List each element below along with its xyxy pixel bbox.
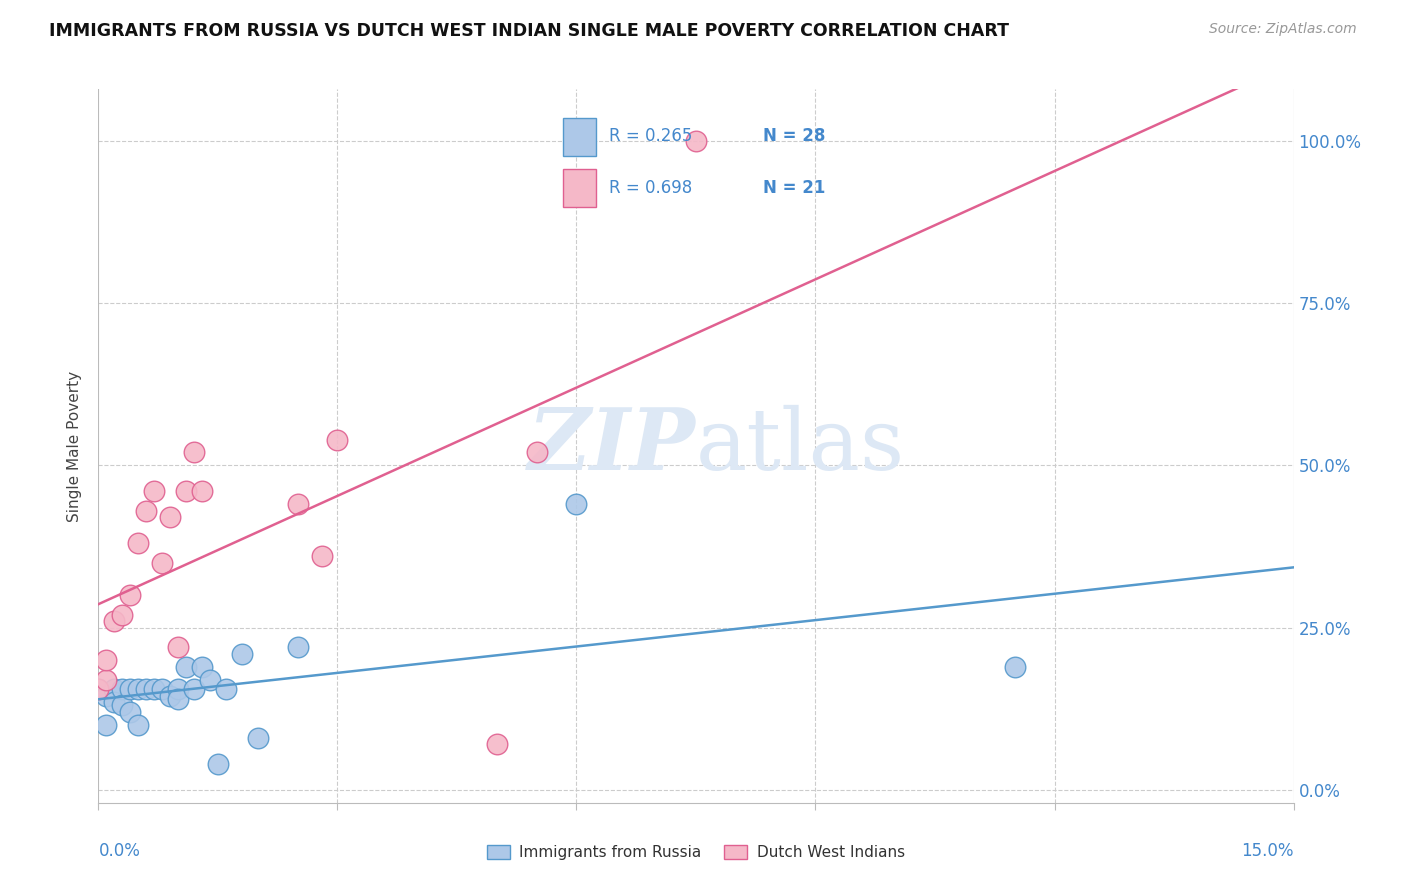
Text: atlas: atlas [696,404,905,488]
Point [159,510,181,524]
Point [96,718,118,732]
Point [103,695,125,709]
Point [87,682,110,697]
Text: 15.0%: 15.0% [1241,842,1294,860]
Point [120,682,142,697]
Point [103,682,125,697]
Point [127,682,149,697]
Point [183,682,205,697]
Point [174,659,197,673]
Point [191,484,214,499]
Point [143,682,166,697]
Point [326,433,349,447]
Point [215,682,238,697]
Point [120,588,142,602]
Point [150,682,173,697]
Text: IMMIGRANTS FROM RUSSIA VS DUTCH WEST INDIAN SINGLE MALE POVERTY CORRELATION CHAR: IMMIGRANTS FROM RUSSIA VS DUTCH WEST IND… [49,22,1010,40]
Point [565,497,588,511]
Point [167,640,190,654]
Point [311,549,333,564]
Point [191,659,214,673]
Point [96,673,118,687]
Point [150,556,173,570]
Point [167,692,190,706]
Point [231,647,253,661]
Point [167,682,190,697]
Point [127,536,149,550]
Point [485,738,508,752]
Point [526,445,548,459]
Point [87,682,110,697]
Point [1004,659,1026,673]
Point [103,614,125,628]
Text: 0.0%: 0.0% [98,842,141,860]
Text: Source: ZipAtlas.com: Source: ZipAtlas.com [1209,22,1357,37]
Point [207,756,229,771]
Point [287,640,309,654]
Legend: Immigrants from Russia, Dutch West Indians: Immigrants from Russia, Dutch West India… [481,839,911,866]
Point [96,689,118,703]
Y-axis label: Single Male Poverty: Single Male Poverty [67,370,83,522]
Point [111,698,134,713]
Point [183,445,205,459]
Point [143,484,166,499]
Point [174,484,197,499]
Point [287,497,309,511]
Point [246,731,269,745]
Point [198,673,221,687]
Point [135,682,157,697]
Point [111,682,134,697]
Point [120,705,142,719]
Point [135,504,157,518]
Point [685,134,707,148]
Point [159,689,181,703]
Point [111,607,134,622]
Point [127,718,149,732]
Point [96,653,118,667]
Text: ZIP: ZIP [529,404,696,488]
